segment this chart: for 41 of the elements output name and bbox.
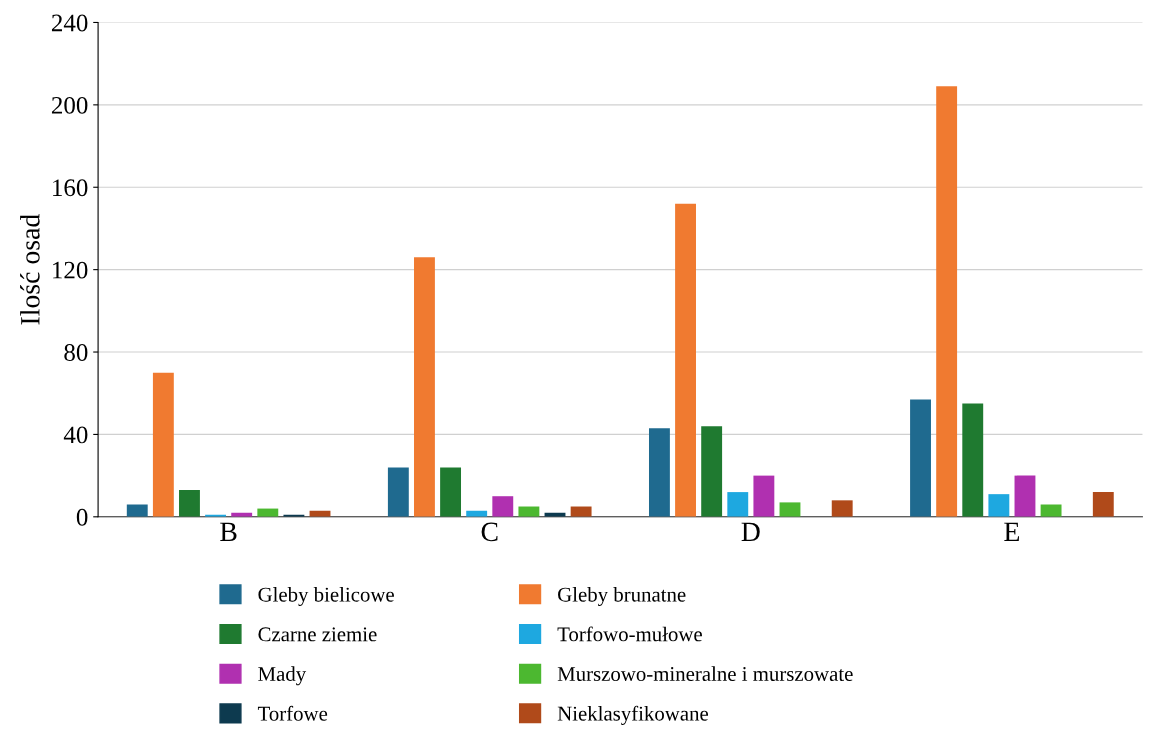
y-tick-label: 80	[64, 344, 88, 361]
bar	[753, 475, 775, 517]
y-tick-label: 200	[51, 96, 88, 114]
x-tick-label: B	[220, 522, 237, 542]
legend-label: Gleby bielicowe	[258, 587, 394, 606]
y-tick-label: 160	[53, 179, 88, 197]
bar	[440, 467, 462, 517]
x-tick-label: C	[481, 522, 498, 542]
y-tick-label: 240	[51, 14, 88, 32]
bar	[1014, 475, 1036, 517]
y-tick-label: 40	[63, 426, 88, 444]
legend-label: Torfowo-mułowe	[557, 626, 702, 642]
bar	[988, 494, 1010, 517]
bar	[1040, 504, 1062, 517]
bar	[649, 428, 670, 517]
bar	[492, 496, 514, 517]
bar	[831, 500, 853, 517]
bar	[962, 403, 984, 517]
bar	[779, 502, 801, 517]
legend-label: Mady	[258, 666, 307, 686]
x-tick-label: E	[1004, 522, 1020, 541]
bar	[126, 504, 148, 517]
y-tick-label: 120	[53, 261, 88, 279]
legend-label: Czarne ziemie	[258, 627, 377, 642]
bar	[701, 426, 723, 517]
bar	[152, 372, 174, 517]
bar	[936, 86, 958, 517]
y-axis-title: Ilość osad	[20, 214, 40, 325]
x-tick-label: D	[741, 522, 760, 541]
legend-label: Murszowo-mineralne i murszowate	[557, 666, 853, 682]
bar	[1092, 492, 1114, 517]
bar	[387, 467, 409, 517]
legend-label: Torfowe	[257, 705, 328, 721]
legend-label: Nieklasyfikowane	[557, 705, 709, 725]
bar	[179, 490, 200, 517]
legend-label: Gleby brunatne	[558, 587, 686, 606]
bar	[727, 492, 749, 517]
bar	[910, 399, 931, 517]
bar	[414, 257, 435, 517]
y-tick-label: 0	[76, 508, 88, 526]
bar	[675, 203, 696, 517]
